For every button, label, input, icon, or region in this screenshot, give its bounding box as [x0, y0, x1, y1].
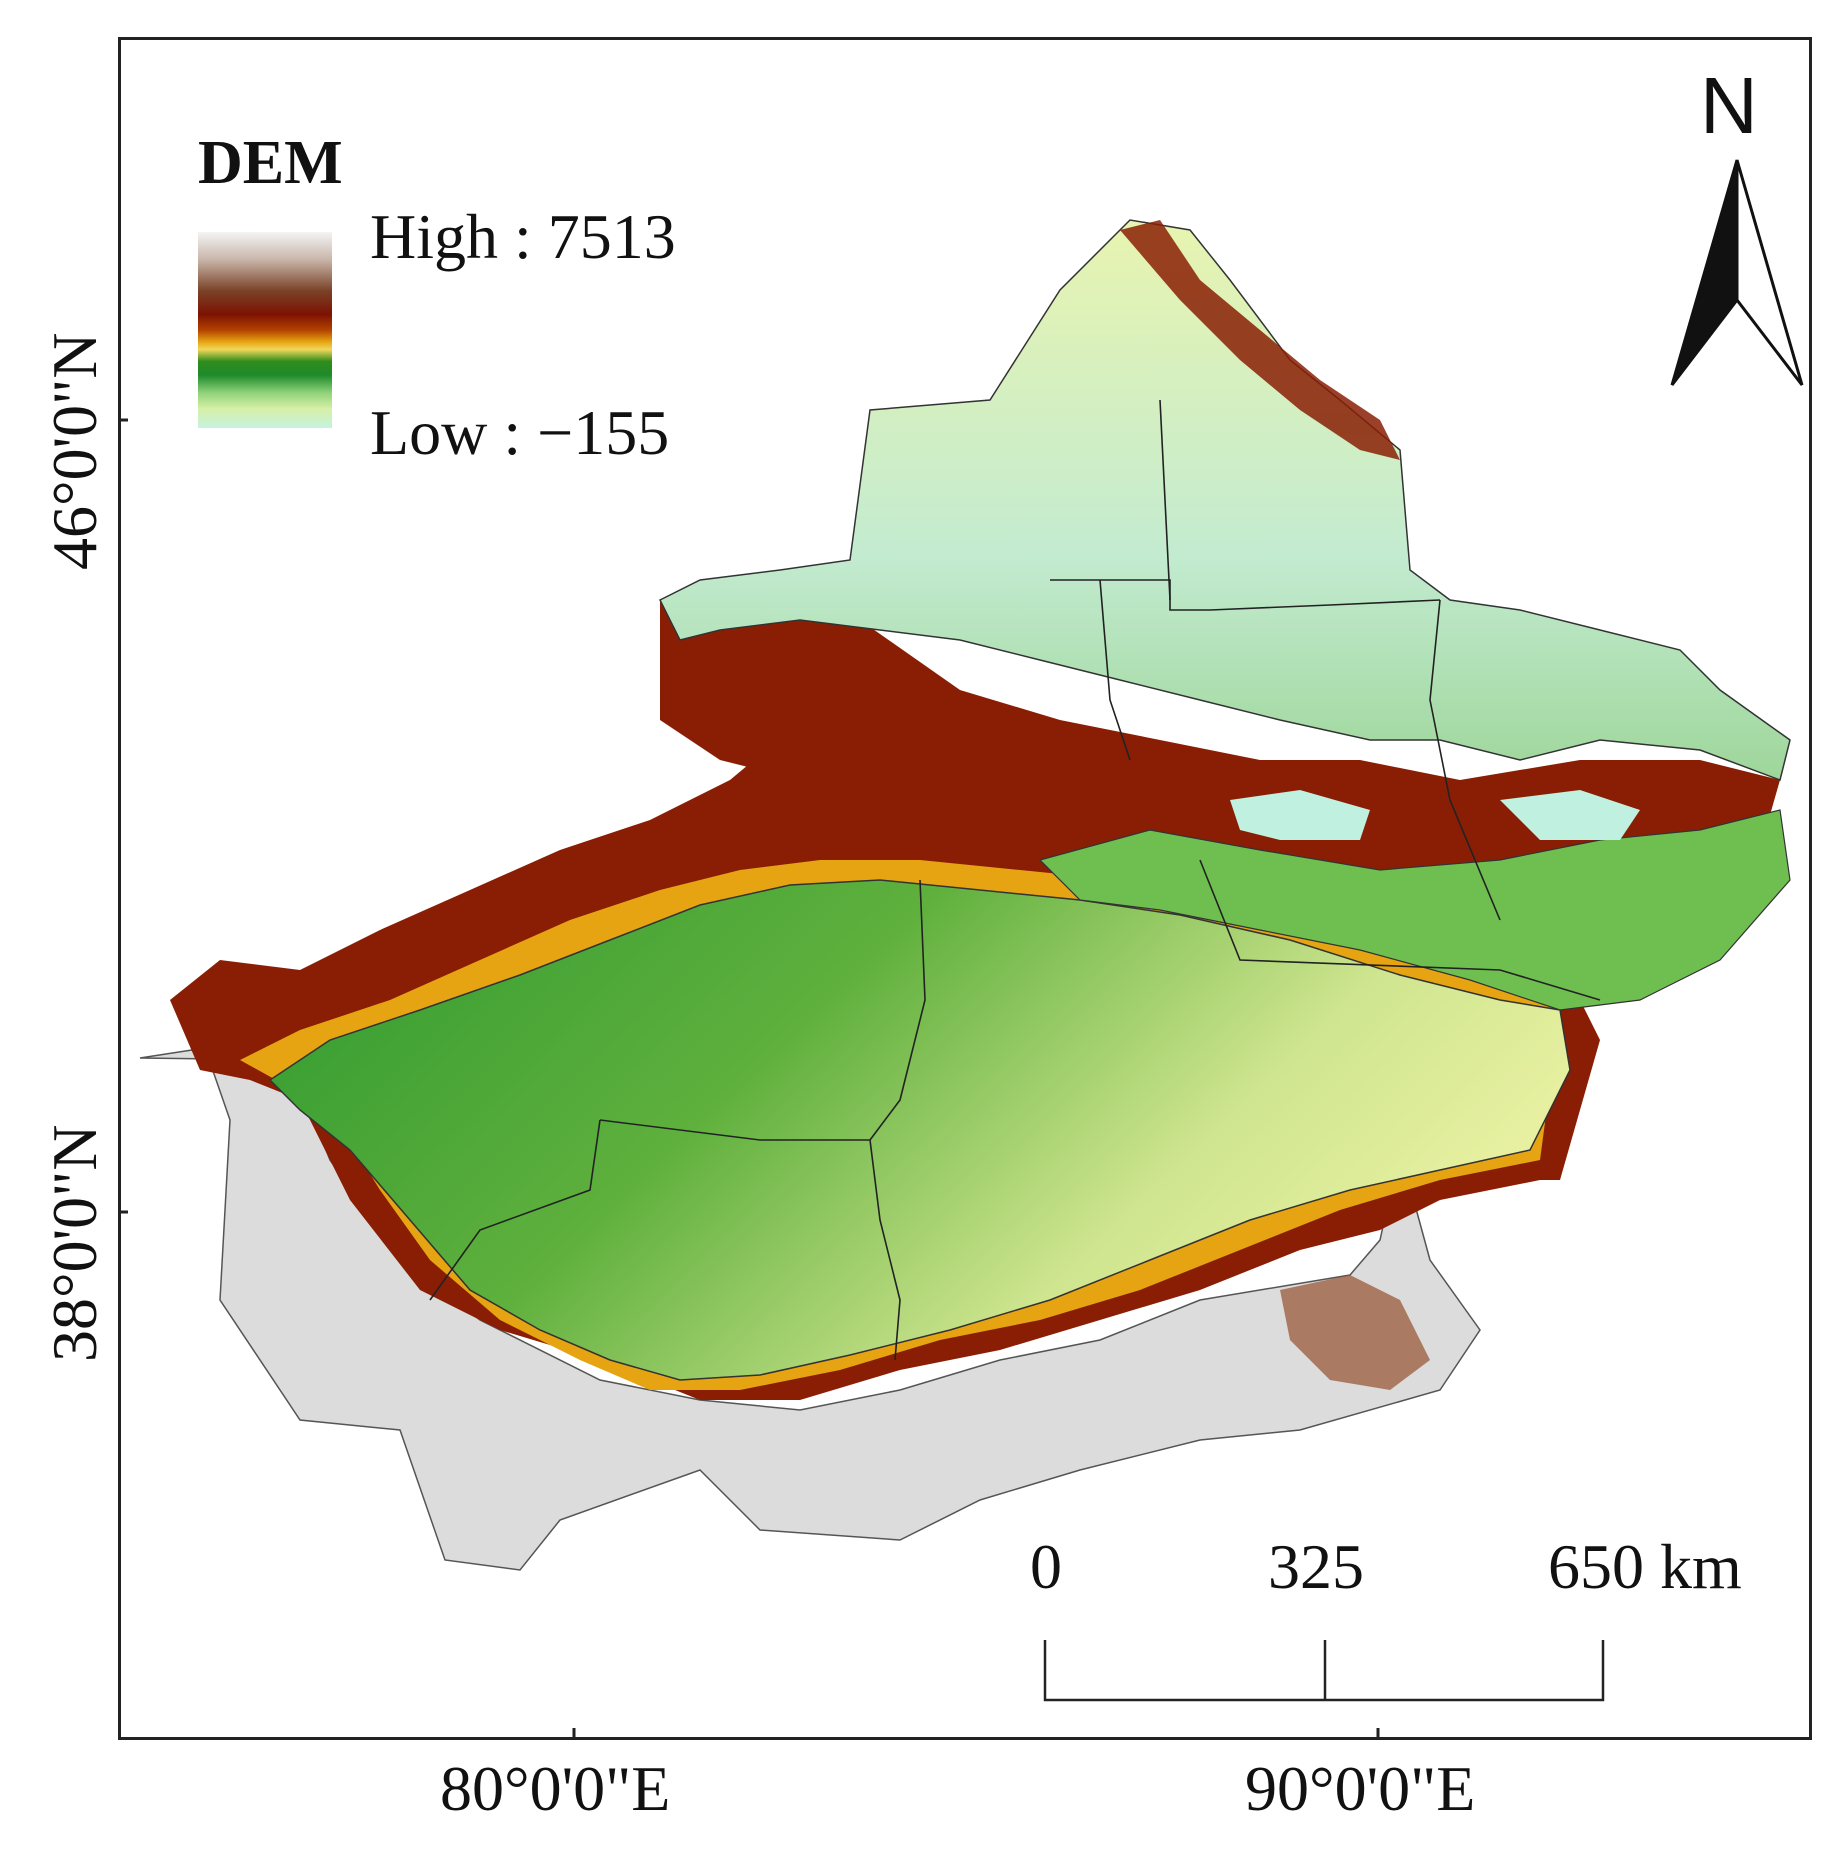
north-letter: N — [1700, 61, 1758, 150]
legend-color-ramp — [198, 232, 332, 428]
tarim-basin — [268, 879, 1571, 1381]
altai-ridge — [1120, 220, 1400, 460]
lake-basin-light — [1230, 790, 1370, 840]
legend-title: DEM — [198, 129, 343, 197]
admin-boundaries — [429, 399, 1601, 1361]
kunlun-plateau — [139, 1047, 1481, 1571]
scale-label-325: 325 — [1268, 1531, 1364, 1602]
legend-low-label: Low : −155 — [370, 397, 670, 468]
lat-label-46n: 46°0'0"N — [39, 332, 110, 570]
scale-bar — [1043, 1640, 1605, 1702]
lake-basin-light-2 — [1500, 790, 1640, 840]
dzungaria-basin — [658, 219, 1791, 781]
scale-label-650-km: 650 km — [1548, 1531, 1742, 1602]
lat-label-38n: 38°0'0"N — [39, 1124, 110, 1362]
turpan-hami-basin — [1038, 809, 1791, 1011]
graticule-ticks — [118, 418, 1380, 1740]
legend-high-label: High : 7513 — [370, 201, 676, 272]
plateau-brown-patch — [1280, 1275, 1430, 1390]
scale-label-0: 0 — [1030, 1531, 1062, 1602]
north-arrow-icon — [1670, 159, 1804, 386]
tian-shan-north — [660, 580, 1780, 940]
lon-label-80e: 80°0'0"E — [440, 1753, 671, 1824]
lon-label-90e: 90°0'0"E — [1245, 1753, 1476, 1824]
